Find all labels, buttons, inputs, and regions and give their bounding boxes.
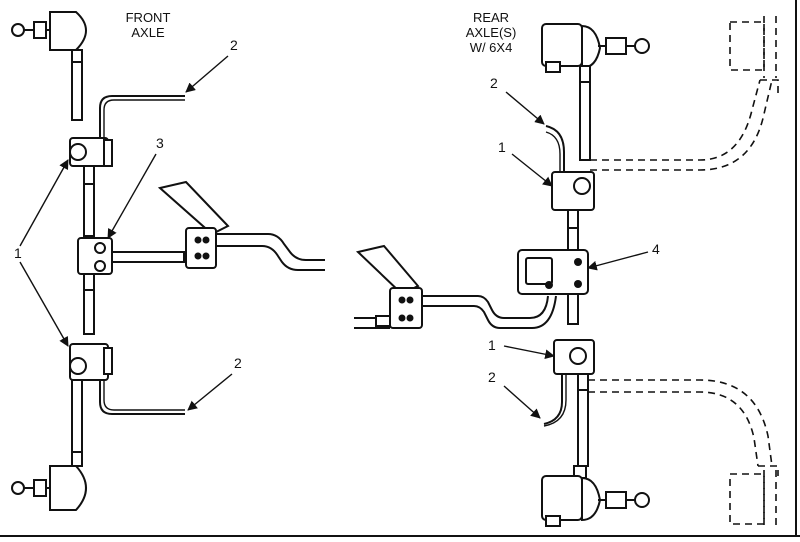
front-bottom-brake-chamber	[11, 451, 87, 511]
rear-top-hose	[579, 81, 591, 161]
callout-front-1: 1	[14, 245, 22, 261]
rear-bottom-brake-chamber	[541, 465, 650, 527]
front-mid-hose	[83, 183, 95, 237]
front-air-line	[216, 233, 325, 261]
callout-rear-4-arrow	[587, 251, 649, 271]
front-quick-release-valve	[77, 237, 113, 275]
rear-axle-label-line3: W/ 6X4	[470, 40, 513, 55]
callout-front-top-2-arrow	[185, 55, 229, 93]
callout-rear-4: 4	[652, 241, 660, 257]
callout-front-1-arrow-up	[19, 159, 69, 247]
callout-rear-bottom-2: 2	[488, 369, 496, 385]
callout-rear-top-1-arrow	[511, 153, 553, 187]
rear-top-dashed-chamber	[729, 16, 779, 94]
front-foot-brake-valve	[157, 180, 230, 269]
rear-top-brake-chamber	[541, 23, 650, 73]
rear-axle-label-line1: REAR	[473, 10, 509, 25]
front-axle-label-line2: AXLE	[131, 25, 165, 40]
callout-front-top-2: 2	[230, 37, 238, 53]
front-top-supply-line	[99, 95, 185, 138]
callout-rear-bottom-1-arrow	[503, 345, 555, 360]
rear-bottom-dashed-chamber	[729, 465, 779, 530]
rear-relay-valve	[517, 249, 589, 295]
front-lower-mid-hose	[83, 289, 95, 335]
rear-axle-group	[354, 16, 779, 530]
rear-top-dashed-line	[590, 79, 761, 161]
rear-bottom-dashed-line	[588, 379, 773, 467]
callout-rear-bottom-2-arrow	[503, 385, 541, 419]
callout-front-bottom-2: 2	[234, 355, 242, 371]
callout-front-bottom-2-arrow	[187, 373, 233, 411]
front-top-hose	[71, 61, 83, 121]
callout-front-3-arrow	[107, 153, 157, 239]
front-top-brake-chamber	[11, 11, 87, 63]
callout-front-1-arrow-down	[19, 261, 69, 347]
callout-front-3: 3	[156, 135, 164, 151]
front-top-valve	[69, 137, 113, 167]
front-bottom-hose	[71, 379, 83, 453]
rear-bottom-valve	[543, 339, 595, 427]
front-axle-group	[11, 11, 325, 511]
front-bottom-supply-line	[99, 380, 185, 415]
callout-rear-top-2-arrow	[505, 91, 545, 125]
callout-rear-bottom-1: 1	[488, 337, 496, 353]
rear-axle-label-line2: AXLE(S)	[466, 25, 517, 40]
callout-rear-top-1: 1	[498, 139, 506, 155]
rear-bottom-hose	[577, 389, 589, 467]
rear-air-line	[422, 295, 549, 319]
rear-foot-brake-valve	[355, 244, 423, 329]
callout-rear-top-2: 2	[490, 75, 498, 91]
front-axle-label-line1: FRONT	[126, 10, 171, 25]
front-bottom-valve	[69, 343, 113, 381]
